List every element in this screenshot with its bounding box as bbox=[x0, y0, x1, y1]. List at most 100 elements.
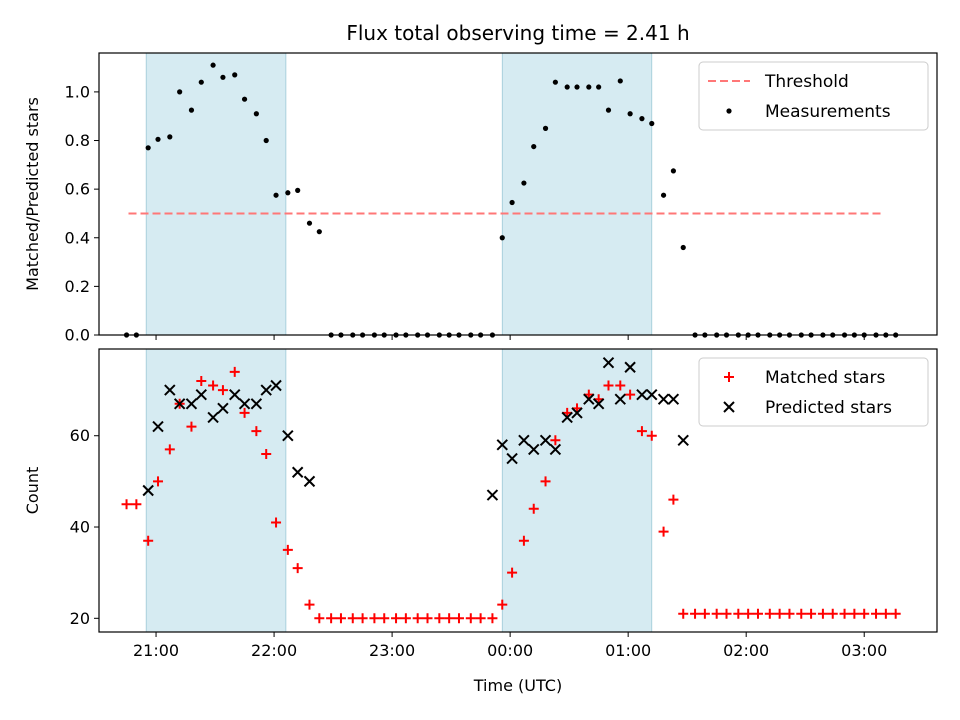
legend-frame bbox=[698, 61, 929, 131]
predicted-stars-point bbox=[185, 398, 198, 410]
measurements-point bbox=[596, 84, 602, 90]
x-tick-label: 01:00 bbox=[605, 641, 651, 660]
measurements-point bbox=[649, 120, 655, 127]
measurements-point bbox=[660, 192, 667, 198]
x-axis-label: Time (UTC) bbox=[473, 676, 562, 695]
measurements-point bbox=[586, 84, 592, 90]
top-y-axis-label: Matched/Predicted stars bbox=[23, 97, 42, 291]
x-tick-label: 22:00 bbox=[251, 641, 297, 660]
matched-stars-point bbox=[379, 613, 390, 624]
matched-stars-point bbox=[487, 613, 498, 624]
measurements-point bbox=[521, 180, 527, 186]
matched-stars-point bbox=[625, 389, 636, 400]
matched-stars-point bbox=[131, 499, 142, 510]
measurements-point bbox=[155, 136, 161, 142]
predicted-stars-point bbox=[238, 398, 251, 410]
top-legend: Threshold Measurements bbox=[698, 61, 929, 131]
matched-stars-point bbox=[784, 608, 795, 619]
bottom-x-axis-ticks: 21:00 22:00 23:00 00:00 01:00 02:00 03:00 bbox=[133, 632, 887, 660]
measurements-point bbox=[210, 62, 216, 68]
predicted-stars-point bbox=[518, 434, 530, 446]
measurements-point bbox=[627, 111, 633, 117]
matched-stars-point bbox=[733, 608, 744, 619]
matched-stars-point bbox=[282, 544, 293, 555]
top-panel-ratio: 0.0 0.2 0.4 0.6 0.8 1.0 Flux total observing … bbox=[23, 21, 938, 345]
measurements-point bbox=[552, 79, 558, 85]
predicted-stars-point bbox=[614, 393, 626, 405]
matched-stars-point bbox=[806, 608, 817, 619]
measurements-point bbox=[198, 79, 204, 85]
predicted-stars-point bbox=[142, 484, 154, 497]
measurements-point bbox=[605, 107, 612, 113]
predicted-stars-point bbox=[173, 398, 186, 410]
predicted-stars-point bbox=[561, 411, 573, 424]
predicted-stars-point bbox=[677, 434, 689, 446]
legend-threshold-label: Threshold bbox=[764, 72, 849, 92]
matched-stars-point bbox=[335, 613, 346, 624]
predicted-stars-point bbox=[624, 361, 636, 373]
matched-stars-point bbox=[465, 613, 476, 624]
legend-predicted-stars-swatch bbox=[723, 401, 735, 413]
y-tick-label: 0.2 bbox=[65, 277, 90, 296]
measurements-point bbox=[531, 143, 537, 150]
y-tick-label: 20 bbox=[70, 609, 90, 628]
matched-stars-point bbox=[796, 608, 807, 619]
matched-stars-point bbox=[507, 567, 518, 578]
predicted-stars-point bbox=[195, 388, 207, 401]
bottom-y-axis-label: Count bbox=[23, 467, 42, 515]
matched-stars-point bbox=[292, 563, 303, 574]
legend-matched-stars-label: Matched stars bbox=[765, 368, 885, 388]
top-x-axis-ticks bbox=[155, 335, 865, 340]
predicted-stars-point bbox=[486, 489, 499, 501]
predicted-stars-point bbox=[657, 393, 670, 405]
matched-stars-point bbox=[186, 421, 197, 432]
matched-stars-point bbox=[550, 435, 561, 446]
matched-stars-point bbox=[444, 613, 455, 624]
legend-measurements-label: Measurements bbox=[765, 102, 891, 122]
legend-measurements-swatch bbox=[726, 108, 732, 114]
measurements-point bbox=[273, 192, 279, 198]
matched-stars-point bbox=[528, 503, 539, 514]
legend-frame bbox=[698, 357, 929, 427]
measurements-point bbox=[617, 78, 623, 84]
predicted-stars-point bbox=[217, 402, 229, 415]
matched-stars-point bbox=[434, 613, 445, 624]
matched-stars-point bbox=[636, 426, 647, 437]
matched-stars-point bbox=[217, 385, 228, 396]
matched-stars-point bbox=[764, 608, 775, 619]
x-tick-label: 02:00 bbox=[723, 641, 769, 660]
measurements-point bbox=[188, 107, 195, 113]
predicted-stars-point bbox=[528, 443, 540, 456]
measurements-point bbox=[680, 244, 686, 251]
matched-stars-point bbox=[774, 608, 785, 619]
matched-stars-point bbox=[239, 407, 250, 418]
matched-stars-point bbox=[849, 608, 860, 619]
matched-stars-point bbox=[518, 535, 529, 546]
matched-stars-point bbox=[251, 426, 262, 437]
observing-window-shading bbox=[145, 52, 653, 336]
measurements-point bbox=[670, 168, 677, 174]
matched-stars-point bbox=[752, 608, 763, 619]
bottom-y-axis-ticks: 20 40 60 bbox=[70, 426, 99, 628]
matched-stars-point bbox=[658, 526, 669, 537]
matched-stars-point bbox=[453, 613, 464, 624]
matched-stars-point bbox=[603, 380, 614, 391]
predicted-stars-point bbox=[303, 475, 316, 488]
matched-stars-point bbox=[400, 613, 411, 624]
matched-stars-point bbox=[817, 608, 828, 619]
predicted-stars-point bbox=[152, 420, 164, 433]
measurements-point bbox=[177, 89, 183, 95]
predicted-stars-point bbox=[260, 384, 272, 396]
matched-stars-point bbox=[497, 599, 508, 610]
matched-stars-point bbox=[711, 608, 722, 619]
matched-stars-point bbox=[540, 476, 551, 487]
predicted-stars-point bbox=[270, 379, 282, 392]
matched-stars-point bbox=[271, 517, 282, 528]
measurements-point bbox=[295, 187, 301, 193]
y-tick-label: 60 bbox=[70, 426, 90, 445]
matched-stars-point bbox=[646, 430, 657, 441]
measurements-point bbox=[167, 134, 173, 140]
bottom-legend: Matched stars Predicted stars bbox=[698, 357, 929, 427]
matched-stars-point bbox=[164, 444, 175, 455]
